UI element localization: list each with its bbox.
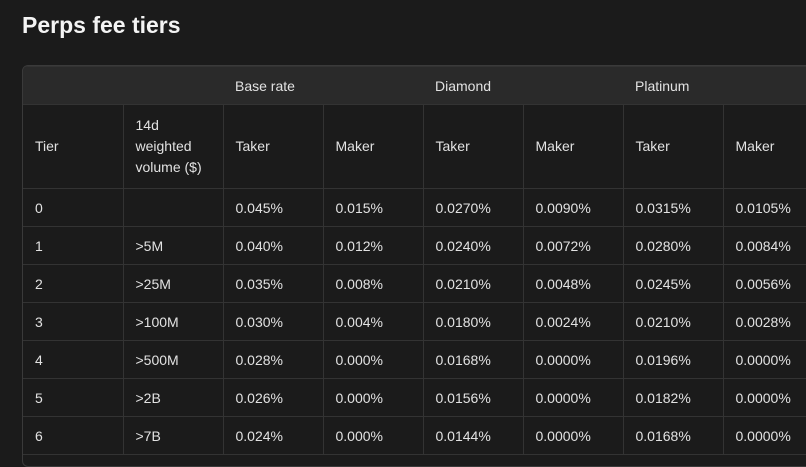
column-header-row: Tier 14d weighted volume ($) Taker Maker Tak…: [23, 104, 806, 189]
column-header: Taker: [422, 104, 524, 189]
column-header: 14d weighted volume ($): [122, 104, 224, 189]
table-cell: [122, 188, 224, 227]
table-cell: 0.015%: [322, 188, 424, 227]
table-cell: >25M: [122, 264, 224, 303]
group-header: Base rate: [223, 66, 423, 105]
table-cell: 0.0144%: [422, 416, 524, 455]
table-cell: 0.0000%: [722, 340, 806, 379]
fee-table: Base rate Diamond Platinum Tier 14d weighte…: [23, 66, 806, 455]
table-cell: >7B: [122, 416, 224, 455]
table-cell: 0.0048%: [522, 264, 624, 303]
table-cell: 0.000%: [322, 416, 424, 455]
table-cell: 0.0168%: [622, 416, 724, 455]
table-cell: 0.0056%: [722, 264, 806, 303]
table-cell: 4: [23, 340, 124, 379]
table-cell: 0.0000%: [522, 378, 624, 417]
table-cell: 0.0072%: [522, 226, 624, 265]
table-cell: 0.040%: [222, 226, 324, 265]
table-cell: 0.0000%: [722, 378, 806, 417]
table-cell: 0.0245%: [622, 264, 724, 303]
table-cell: 0.0196%: [622, 340, 724, 379]
group-header-row: Base rate Diamond Platinum: [23, 66, 806, 105]
table-cell: 0.0240%: [422, 226, 524, 265]
table-cell: >5M: [122, 226, 224, 265]
table-cell: 0.028%: [222, 340, 324, 379]
table-cell: 0.045%: [222, 188, 324, 227]
table-cell: 2: [23, 264, 124, 303]
column-header: Maker: [322, 104, 424, 189]
table-cell: 0.0315%: [622, 188, 724, 227]
table-cell: 0.0000%: [522, 340, 624, 379]
table-cell: 6: [23, 416, 124, 455]
page: Perps fee tiers Base rate Diamond Platinum…: [22, 12, 806, 467]
table-cell: 0.0270%: [422, 188, 524, 227]
table-cell: 0.0024%: [522, 302, 624, 341]
column-header: Taker: [622, 104, 724, 189]
table-cell: 0.000%: [322, 340, 424, 379]
table-cell: 0.026%: [222, 378, 324, 417]
group-header: Platinum: [623, 66, 806, 105]
table-row: 2 >25M 0.035% 0.008% 0.0210% 0.0048% 0.0245% 0.…: [23, 264, 806, 303]
table-cell: 0.0105%: [722, 188, 806, 227]
table-row: 5 >2B 0.026% 0.000% 0.0156% 0.0000% 0.0182% 0.0…: [23, 378, 806, 417]
table-cell: 0.004%: [322, 302, 424, 341]
table-row: 1 >5M 0.040% 0.012% 0.0240% 0.0072% 0.0280% 0.0…: [23, 226, 806, 265]
table-cell: 0.0210%: [422, 264, 524, 303]
table-cell: 5: [23, 378, 124, 417]
table-cell: 0.0168%: [422, 340, 524, 379]
column-header: Maker: [522, 104, 624, 189]
table-cell: 0.030%: [222, 302, 324, 341]
table-cell: >100M: [122, 302, 224, 341]
table-cell: 0.000%: [322, 378, 424, 417]
table-cell: 0.0028%: [722, 302, 806, 341]
table-cell: 0.0182%: [622, 378, 724, 417]
table-cell: 0.008%: [322, 264, 424, 303]
table-row: 3 >100M 0.030% 0.004% 0.0180% 0.0024% 0.0210% 0…: [23, 302, 806, 341]
table-cell: 0.024%: [222, 416, 324, 455]
column-header: Taker: [222, 104, 324, 189]
table-cell: 0.0090%: [522, 188, 624, 227]
column-header: Tier: [23, 104, 124, 189]
table-row: 4 >500M 0.028% 0.000% 0.0168% 0.0000% 0.0196% 0…: [23, 340, 806, 379]
table-cell: 0.0084%: [722, 226, 806, 265]
table-cell: 0: [23, 188, 124, 227]
table-cell: 0.0156%: [422, 378, 524, 417]
table-cell: 0.035%: [222, 264, 324, 303]
table-cell: 0.0280%: [622, 226, 724, 265]
table-cell: >500M: [122, 340, 224, 379]
table-cell: 0.0210%: [622, 302, 724, 341]
table-container: Base rate Diamond Platinum Tier 14d weighte…: [22, 65, 806, 467]
table-cell: 0.0000%: [522, 416, 624, 455]
group-header: Diamond: [423, 66, 623, 105]
table-row: 0 0.045% 0.015% 0.0270% 0.0090% 0.0315% 0.0105…: [23, 188, 806, 227]
table-row: 6 >7B 0.024% 0.000% 0.0144% 0.0000% 0.0168% 0.0…: [23, 416, 806, 455]
table-cell: 1: [23, 226, 124, 265]
table-cell: 0.0180%: [422, 302, 524, 341]
column-header: Maker: [722, 104, 806, 189]
page-title: Perps fee tiers: [22, 12, 181, 38]
table-cell: 0.0000%: [722, 416, 806, 455]
table-cell: 0.012%: [322, 226, 424, 265]
table-cell: >2B: [122, 378, 224, 417]
table-cell: 3: [23, 302, 124, 341]
blank-header: [23, 66, 223, 105]
